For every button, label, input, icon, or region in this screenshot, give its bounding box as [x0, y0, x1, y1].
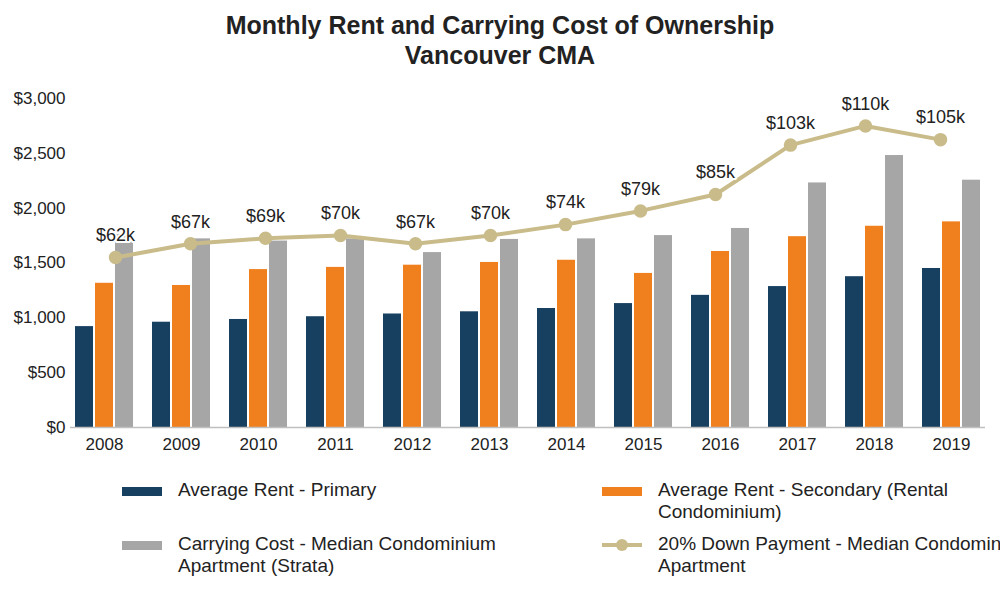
svg-text:2018: 2018 — [856, 435, 894, 454]
svg-text:$69k: $69k — [246, 206, 286, 226]
svg-text:$2,000: $2,000 — [14, 199, 66, 218]
html-text:Carrying Cost - Median Condomi: Carrying Cost - Median Condominium Apart… — [178, 533, 496, 576]
svg-text:$67k: $67k — [396, 212, 436, 232]
svg-text:2016: 2016 — [702, 435, 740, 454]
svg-text:2009: 2009 — [163, 435, 201, 454]
svg-text:$74k: $74k — [546, 192, 586, 212]
svg-text:2010: 2010 — [240, 435, 278, 454]
svg-text:2012: 2012 — [394, 435, 432, 454]
svg-text:2013: 2013 — [471, 435, 509, 454]
svg-text:$1,500: $1,500 — [14, 253, 66, 272]
svg-text:$110k: $110k — [842, 94, 891, 114]
svg-text:$67k: $67k — [171, 212, 211, 232]
svg-text:$3,000: $3,000 — [14, 89, 66, 108]
svg-text:$70k: $70k — [321, 203, 361, 223]
svg-text:$62k: $62k — [96, 225, 136, 245]
svg-text:2014: 2014 — [548, 435, 586, 454]
svg-text:$103k: $103k — [766, 113, 816, 133]
svg-text:$70k: $70k — [471, 203, 511, 223]
svg-text:$85k: $85k — [696, 162, 736, 182]
svg-text:$105k: $105k — [916, 107, 966, 127]
html-text:Average Rent - Secondary (Rent: Average Rent - Secondary (Rental Condomi… — [658, 479, 949, 522]
svg-text:2015: 2015 — [625, 435, 663, 454]
svg-text:2019: 2019 — [933, 435, 971, 454]
svg-text:$0: $0 — [47, 418, 66, 437]
html-text:Monthly Rent and Carrying Cost: Monthly Rent and Carrying Cost of Owners… — [225, 11, 775, 39]
html-text:Vancouver CMA: Vancouver CMA — [404, 41, 596, 69]
svg-text:2011: 2011 — [317, 435, 354, 454]
svg-text:$2,500: $2,500 — [14, 144, 66, 163]
svg-text:2008: 2008 — [86, 435, 124, 454]
svg-text:$500: $500 — [28, 363, 66, 382]
svg-text:$1,000: $1,000 — [14, 308, 66, 327]
html-text:Average Rent - Primary: Average Rent - Primary — [178, 479, 377, 500]
svg-text:$79k: $79k — [621, 179, 661, 199]
svg-text:2017: 2017 — [779, 435, 817, 454]
